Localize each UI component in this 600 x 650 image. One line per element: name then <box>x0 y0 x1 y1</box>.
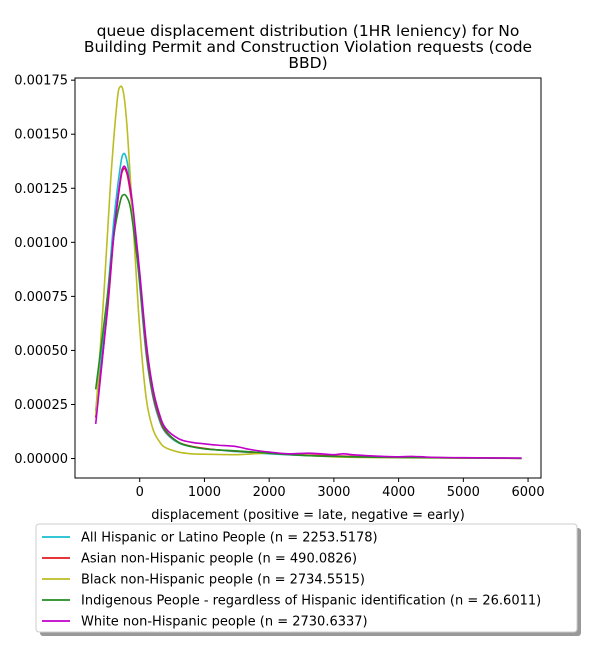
legend: All Hispanic or Latino People (n = 2253.… <box>35 523 581 636</box>
series-line-5 <box>94 165 522 459</box>
legend-label: Indigenous People - regardless of Hispan… <box>81 594 541 609</box>
y-tick-label: 0.00175 <box>14 74 68 89</box>
x-tick-label: 4000 <box>382 485 415 500</box>
y-tick-label: 0.00000 <box>14 452 68 467</box>
chart-title-line-2: Building Permit and Construction Violati… <box>84 38 532 56</box>
series-line-4 <box>94 193 522 460</box>
x-tick-label: 6000 <box>512 485 545 500</box>
legend-label: Black non-Hispanic people (n = 2734.5515… <box>81 573 365 588</box>
y-tick-label: 0.00125 <box>14 182 68 197</box>
x-tick-label: 3000 <box>317 485 350 500</box>
x-axis-label: displacement (positive = late, negative … <box>151 508 465 523</box>
chart-title: queue displacement distribution (1HR len… <box>84 22 532 72</box>
y-tick-label: 0.00025 <box>14 398 68 413</box>
legend-label: White non-Hispanic people (n = 2730.6337… <box>81 615 368 630</box>
legend-label: All Hispanic or Latino People (n = 2253.… <box>81 531 378 546</box>
legend-frame <box>35 523 578 633</box>
plot-area <box>74 77 542 479</box>
x-tick-label: 5000 <box>447 485 480 500</box>
y-tick-label: 0.00100 <box>14 236 68 251</box>
x-tick-label: 2000 <box>253 485 286 500</box>
chart-title-line-1: queue displacement distribution (1HR len… <box>97 22 520 40</box>
y-tick-label: 0.00050 <box>14 344 68 359</box>
y-tick-label: 0.00150 <box>14 128 68 143</box>
x-tick-label: 0 <box>136 485 144 500</box>
series-line-3 <box>94 85 522 460</box>
x-axis-ticks: 0 1000 2000 3000 4000 5000 6000 <box>136 478 545 500</box>
legend-label: Asian non-Hispanic people (n = 490.0826) <box>81 552 357 567</box>
x-tick-label: 1000 <box>188 485 221 500</box>
y-tick-label: 0.00075 <box>14 290 68 305</box>
chart-title-line-3: BBD) <box>288 54 327 72</box>
y-axis-ticks: 0.00000 0.00025 0.00050 0.00075 0.00100 0.001… <box>14 74 75 467</box>
series-lines <box>94 85 522 460</box>
